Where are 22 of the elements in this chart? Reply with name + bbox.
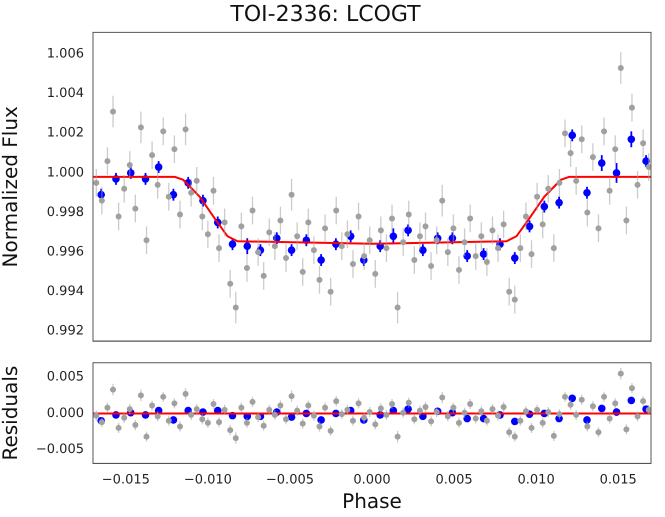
y-tick-label: 0.000 <box>46 406 84 421</box>
x-axis-title: Phase <box>342 489 402 514</box>
y-tick-label: 1.000 <box>46 165 84 180</box>
y-axis-title: Residuals <box>0 366 22 461</box>
x-tick-label: 0.000 <box>353 472 391 488</box>
y-tick-label: 1.006 <box>46 46 84 62</box>
y-axis-title: Normalized Flux <box>0 106 22 268</box>
y-tick-label: 0.994 <box>46 284 84 300</box>
x-tick-label: −0.005 <box>266 472 314 488</box>
y-tick-label: −0.005 <box>36 442 84 458</box>
x-tick-label: 0.015 <box>600 472 637 488</box>
y-tick-label: 1.004 <box>46 86 84 102</box>
y-tick-label: 0.005 <box>46 370 84 385</box>
y-tick-label: 0.992 <box>46 324 84 339</box>
y-tick-label: 1.002 <box>46 126 84 141</box>
x-tick-label: 0.005 <box>435 472 473 488</box>
y-tick-label: 0.998 <box>46 204 84 220</box>
x-tick-label: −0.010 <box>184 472 232 488</box>
y-tick-label: 0.996 <box>46 244 84 260</box>
x-tick-label: −0.015 <box>102 472 150 488</box>
chart-title: TOI-2336: LCOGT <box>229 2 422 27</box>
x-tick-label: 0.010 <box>518 472 555 488</box>
